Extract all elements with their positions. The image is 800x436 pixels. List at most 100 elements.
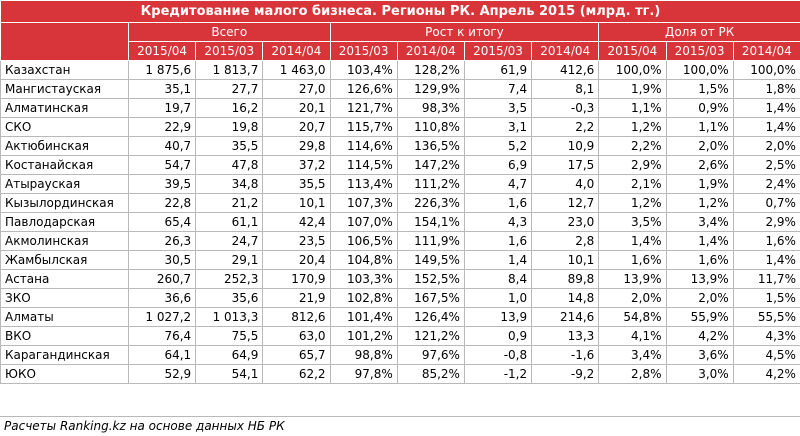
table-cell: 100,0% [666,61,733,80]
table-cell: 19,7 [129,99,196,118]
table-cell: 2,6% [666,156,733,175]
table-cell: 30,5 [129,251,196,270]
table-cell: 214,6 [532,308,599,327]
table-cell: 35,5 [196,137,263,156]
period-header: 2015/04 [129,42,196,61]
region-name: Павлодарская [1,213,129,232]
table-cell: 27,7 [196,80,263,99]
table-cell: 47,8 [196,156,263,175]
table-cell: 2,0% [666,289,733,308]
table-cell: 4,1% [599,327,666,346]
period-header: 2014/04 [397,42,464,61]
table-cell: 113,4% [330,175,397,194]
table-cell: 3,5% [599,213,666,232]
table-cell: 1,4% [666,232,733,251]
table-cell: 107,0% [330,213,397,232]
table-cell: 64,9 [196,346,263,365]
table-title: Кредитование малого бизнеса. Регионы РК.… [1,1,800,23]
table-cell: 22,9 [129,118,196,137]
table-cell: 126,6% [330,80,397,99]
table-cell: 147,2% [397,156,464,175]
region-name: Атырауская [1,175,129,194]
table-cell: 3,6% [666,346,733,365]
data-table: Кредитование малого бизнеса. Регионы РК.… [0,0,800,384]
table-cell: 1,6% [599,251,666,270]
table-cell: 29,8 [263,137,330,156]
group-header-total: Всего [129,23,331,42]
table-cell: 64,1 [129,346,196,365]
table-cell: 115,7% [330,118,397,137]
table-cell: 3,0% [666,365,733,384]
table-cell: 23,5 [263,232,330,251]
table-cell: 100,0% [733,61,800,80]
table-cell: 121,7% [330,99,397,118]
table-cell: -9,2 [532,365,599,384]
table-cell: -0,8 [464,346,531,365]
table-cell: 35,6 [196,289,263,308]
table-cell: 412,6 [532,61,599,80]
table-cell: 16,2 [196,99,263,118]
table-cell: 10,1 [263,194,330,213]
table-cell: 0,7% [733,194,800,213]
table-cell: 20,4 [263,251,330,270]
table-cell: 12,7 [532,194,599,213]
table-cell: 226,3% [397,194,464,213]
table-cell: 1,4% [599,232,666,251]
table-cell: 111,9% [397,232,464,251]
table-cell: 103,4% [330,61,397,80]
table-cell: 1,1% [666,118,733,137]
table-cell: 101,2% [330,327,397,346]
region-name: СКО [1,118,129,137]
table-cell: 54,1 [196,365,263,384]
table-cell: 4,3% [733,327,800,346]
table-cell: 98,3% [397,99,464,118]
table-cell: 126,4% [397,308,464,327]
table-cell: 22,8 [129,194,196,213]
table-cell: 149,5% [397,251,464,270]
table-cell: 20,1 [263,99,330,118]
table-cell: 29,1 [196,251,263,270]
table-cell: 4,5% [733,346,800,365]
table-cell: 54,7 [129,156,196,175]
table-cell: 129,9% [397,80,464,99]
table-cell: 3,4% [599,346,666,365]
table-cell: 6,9 [464,156,531,175]
period-header: 2014/04 [733,42,800,61]
period-header: 2014/04 [263,42,330,61]
table-cell: 104,8% [330,251,397,270]
table-cell: 10,9 [532,137,599,156]
table-cell: 110,8% [397,118,464,137]
table-cell: 4,7 [464,175,531,194]
table-cell: 13,3 [532,327,599,346]
table-cell: 2,4% [733,175,800,194]
table-cell: 98,8% [330,346,397,365]
region-name: ЗКО [1,289,129,308]
region-name: Астана [1,270,129,289]
table-cell: 24,7 [196,232,263,251]
table-cell: 107,3% [330,194,397,213]
table-cell: 54,8% [599,308,666,327]
table-cell: 170,9 [263,270,330,289]
table-cell: 20,7 [263,118,330,137]
table-cell: 252,3 [196,270,263,289]
table-cell: 2,2% [599,137,666,156]
table-cell: 76,4 [129,327,196,346]
table-cell: 37,2 [263,156,330,175]
table-cell: 128,2% [397,61,464,80]
group-header-growth: Рост к итогу [330,23,599,42]
table-cell: 102,8% [330,289,397,308]
table-cell: 63,0 [263,327,330,346]
table-cell: 5,2 [464,137,531,156]
table-cell: 2,0% [733,137,800,156]
table-cell: -1,6 [532,346,599,365]
table-cell: 7,4 [464,80,531,99]
table-cell: 0,9 [464,327,531,346]
